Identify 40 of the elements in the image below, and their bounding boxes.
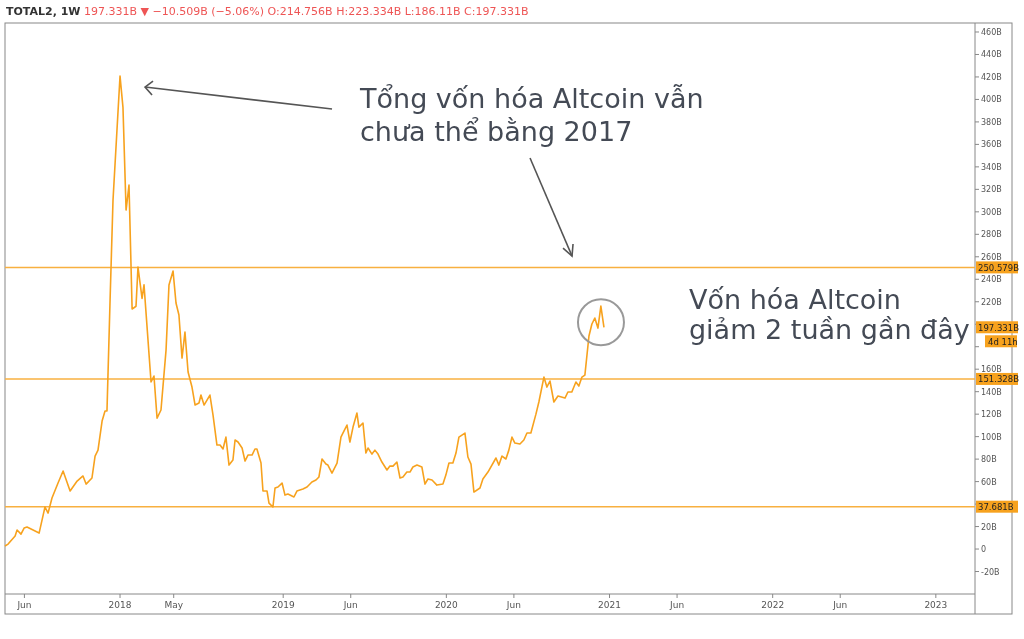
- x-tick-label: May: [164, 600, 184, 610]
- x-tick-label: 2022: [761, 600, 785, 610]
- y-tick-label: 80B: [981, 455, 997, 465]
- chart-subtitle: 197.331B ▼ −10.509B (−5.06%) O:214.756B H:223.334B L:186.11B C:197.331B: [80, 5, 529, 18]
- y-tick-label: 0: [981, 545, 987, 555]
- text: 4d 11h: [988, 336, 1018, 347]
- annotation: Tổng vốn hóa Altcoin vẫn chưa thể bằng 2017: [359, 83, 704, 148]
- x-tick-label: Jun: [505, 600, 521, 610]
- y-tick-label: 300B: [981, 207, 1002, 217]
- ref-line-label: 37.681B: [978, 502, 1014, 513]
- y-tick-label: 320B: [981, 185, 1002, 195]
- x-tick-label: Jun: [669, 600, 685, 610]
- y-tick-label: 380B: [981, 117, 1002, 127]
- y-tick-label: 400B: [981, 95, 1002, 105]
- y-tick-label: 420B: [981, 72, 1002, 82]
- x-tick-label: 2019: [271, 600, 295, 610]
- x-tick-label: 2021: [598, 600, 621, 610]
- x-tick-label: Jun: [342, 600, 358, 610]
- y-tick-label: 120B: [981, 410, 1002, 420]
- x-tick-label: 2020: [434, 600, 459, 610]
- annotation: Vốn hóa Altcoin giảm 2 tuần gần đây: [688, 284, 970, 346]
- chart-title: TOTAL2, 1W: [6, 5, 81, 18]
- y-tick-label: 220B: [981, 297, 1002, 307]
- y-tick-label: 60B: [981, 477, 997, 487]
- y-tick-label: 440B: [981, 50, 1002, 60]
- y-tick-label: 240B: [981, 275, 1002, 285]
- x-tick-label: Jun: [16, 600, 32, 610]
- y-tick-label: 140B: [981, 387, 1002, 397]
- x-tick-label: Jun: [832, 600, 848, 610]
- y-tick-label: -20B: [981, 567, 1000, 577]
- y-tick-label: 20B: [981, 522, 997, 532]
- y-tick-label: 360B: [981, 140, 1002, 150]
- y-tick-label: 260B: [981, 252, 1002, 262]
- y-tick-label: 340B: [981, 162, 1002, 172]
- y-tick-label: 280B: [981, 230, 1002, 240]
- y-tick-label: 460B: [981, 27, 1002, 37]
- x-tick-label: 2018: [108, 600, 132, 610]
- y-tick-label: 160B: [981, 365, 1002, 375]
- y-tick-label: 100B: [981, 432, 1002, 442]
- x-tick-label: 2023: [924, 600, 948, 610]
